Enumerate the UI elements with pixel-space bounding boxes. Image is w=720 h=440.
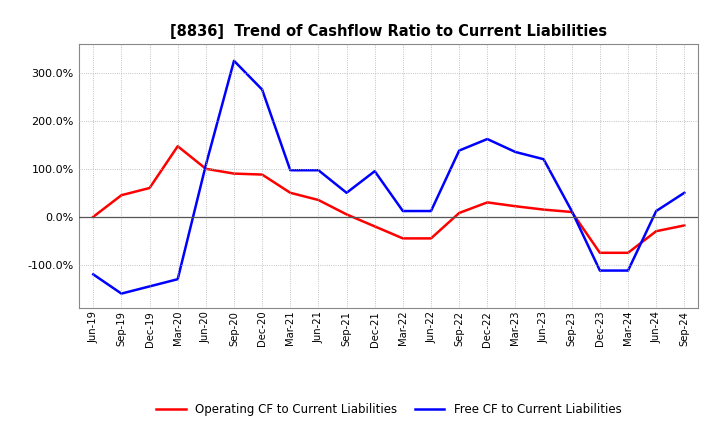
Operating CF to Current Liabilities — [680, 223, 688, 228]
Free CF to Current Liabilities — [230, 58, 238, 63]
Free CF to Current Liabilities — [174, 277, 182, 282]
Line: Operating CF to Current Liabilities: Operating CF to Current Liabilities — [94, 146, 684, 253]
Free CF to Current Liabilities — [624, 268, 632, 273]
Free CF to Current Liabilities — [145, 284, 154, 289]
Free CF to Current Liabilities — [652, 209, 660, 214]
Operating CF to Current Liabilities — [342, 212, 351, 217]
Line: Free CF to Current Liabilities: Free CF to Current Liabilities — [94, 61, 684, 293]
Free CF to Current Liabilities — [483, 136, 492, 142]
Operating CF to Current Liabilities — [202, 166, 210, 172]
Title: [8836]  Trend of Cashflow Ratio to Current Liabilities: [8836] Trend of Cashflow Ratio to Curren… — [170, 24, 608, 39]
Operating CF to Current Liabilities — [117, 193, 126, 198]
Free CF to Current Liabilities — [680, 190, 688, 195]
Operating CF to Current Liabilities — [483, 200, 492, 205]
Free CF to Current Liabilities — [399, 209, 408, 214]
Operating CF to Current Liabilities — [370, 224, 379, 229]
Operating CF to Current Liabilities — [539, 207, 548, 212]
Operating CF to Current Liabilities — [399, 236, 408, 241]
Free CF to Current Liabilities — [567, 209, 576, 214]
Operating CF to Current Liabilities — [258, 172, 266, 177]
Operating CF to Current Liabilities — [455, 210, 464, 216]
Free CF to Current Liabilities — [314, 168, 323, 173]
Operating CF to Current Liabilities — [511, 204, 520, 209]
Free CF to Current Liabilities — [370, 169, 379, 174]
Free CF to Current Liabilities — [539, 157, 548, 162]
Free CF to Current Liabilities — [511, 149, 520, 154]
Free CF to Current Liabilities — [342, 190, 351, 195]
Operating CF to Current Liabilities — [595, 250, 604, 256]
Free CF to Current Liabilities — [258, 87, 266, 92]
Free CF to Current Liabilities — [117, 291, 126, 296]
Operating CF to Current Liabilities — [567, 209, 576, 215]
Free CF to Current Liabilities — [89, 272, 98, 277]
Operating CF to Current Liabilities — [624, 250, 632, 256]
Operating CF to Current Liabilities — [286, 190, 294, 195]
Free CF to Current Liabilities — [202, 162, 210, 168]
Operating CF to Current Liabilities — [230, 171, 238, 176]
Free CF to Current Liabilities — [286, 168, 294, 173]
Operating CF to Current Liabilities — [145, 185, 154, 191]
Operating CF to Current Liabilities — [174, 143, 182, 149]
Operating CF to Current Liabilities — [89, 214, 98, 220]
Operating CF to Current Liabilities — [652, 228, 660, 234]
Operating CF to Current Liabilities — [314, 198, 323, 203]
Free CF to Current Liabilities — [595, 268, 604, 273]
Operating CF to Current Liabilities — [427, 236, 436, 241]
Free CF to Current Liabilities — [427, 209, 436, 214]
Legend: Operating CF to Current Liabilities, Free CF to Current Liabilities: Operating CF to Current Liabilities, Fre… — [151, 398, 626, 421]
Free CF to Current Liabilities — [455, 148, 464, 153]
